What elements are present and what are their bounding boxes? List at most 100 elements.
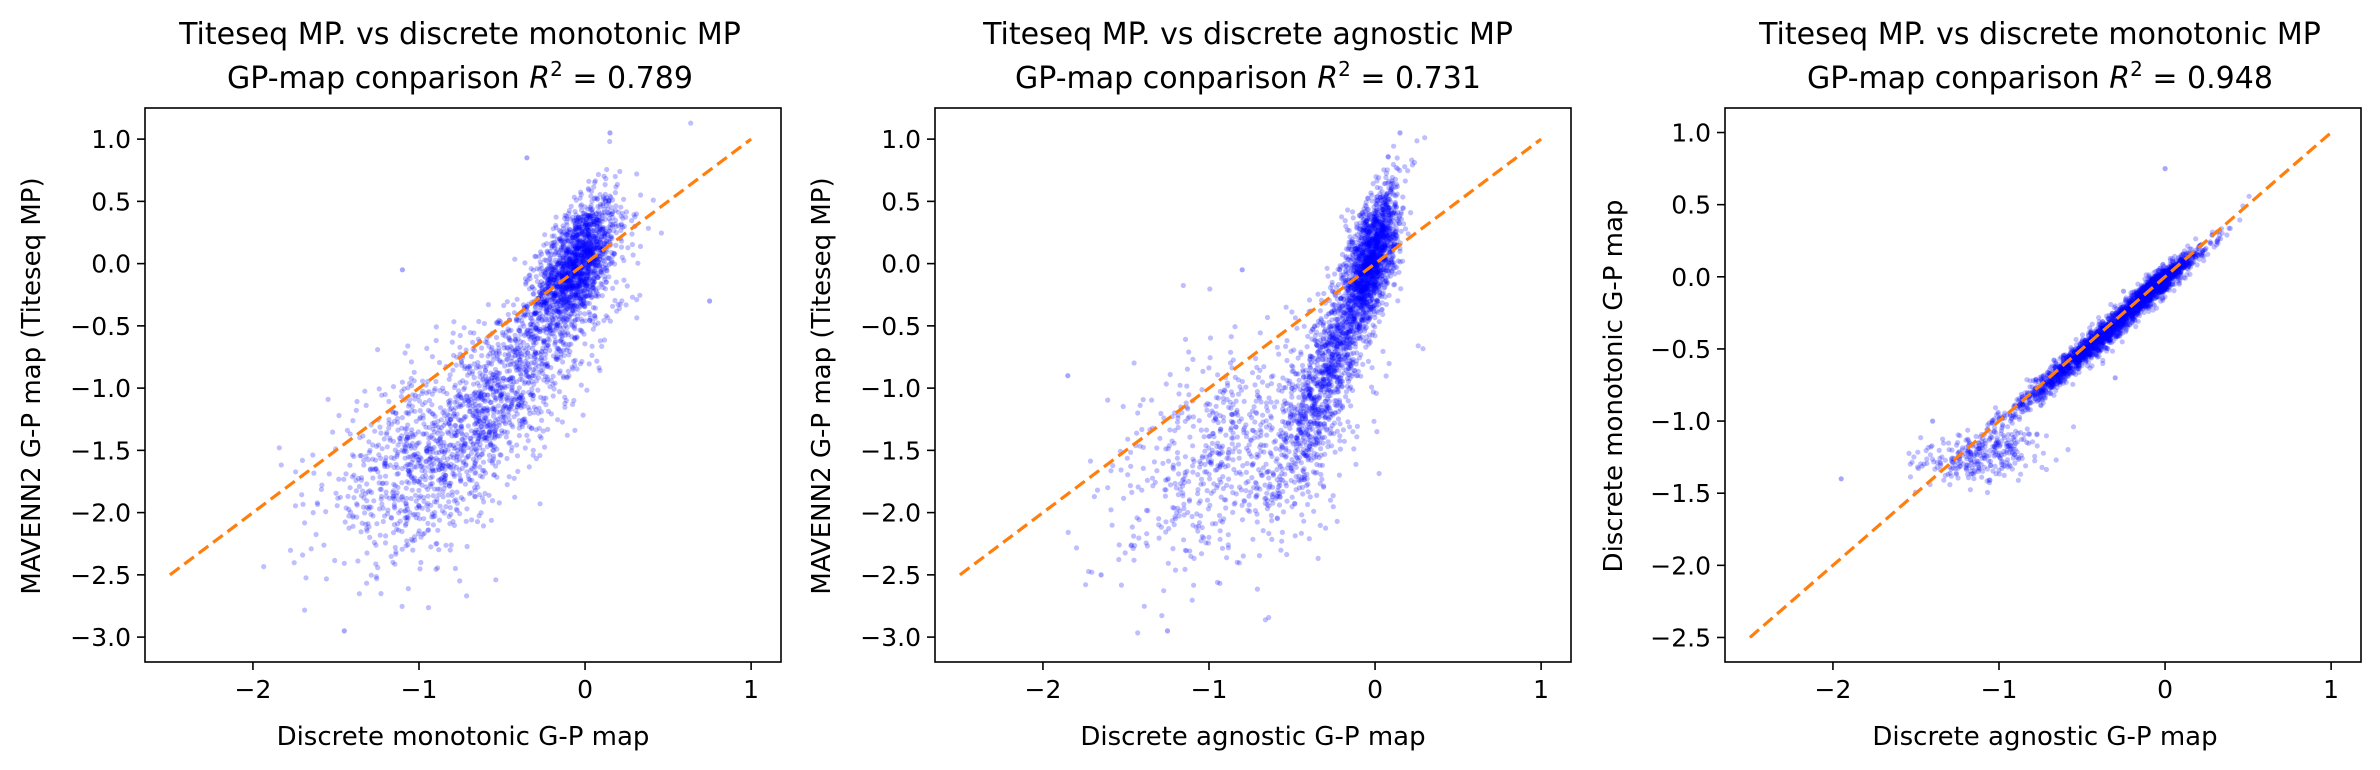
data-point (468, 490, 475, 496)
data-point (524, 342, 530, 348)
data-point (612, 190, 619, 196)
data-point (364, 580, 370, 586)
data-point (471, 375, 477, 381)
data-point (435, 457, 441, 463)
data-point (538, 368, 544, 374)
data-point (617, 168, 623, 175)
data-point (599, 293, 605, 299)
data-point (586, 227, 592, 233)
data-point (545, 426, 551, 432)
data-point (560, 254, 566, 260)
data-point (1343, 223, 1349, 229)
data-point (602, 234, 608, 240)
data-point (367, 447, 373, 453)
data-point (381, 436, 387, 442)
data-point (1391, 231, 1397, 237)
data-point (353, 407, 359, 413)
data-point (529, 284, 535, 290)
data-point (552, 327, 559, 333)
data-point (465, 423, 471, 429)
data-point (485, 302, 491, 308)
data-point (543, 326, 550, 332)
data-point (485, 392, 491, 398)
data-point (457, 578, 463, 584)
data-point (429, 432, 435, 438)
data-point (598, 261, 604, 267)
data-point (589, 269, 595, 275)
data-point (1405, 168, 1411, 174)
data-point (477, 464, 483, 470)
y-tick-label: −2.0 (70, 499, 131, 528)
data-point (602, 286, 609, 292)
data-point (583, 227, 589, 233)
data-point (490, 349, 496, 355)
data-point (392, 505, 398, 511)
data-point (420, 473, 426, 480)
data-point (342, 519, 348, 525)
data-point (612, 261, 618, 267)
data-point (590, 282, 596, 288)
data-point (420, 378, 426, 384)
data-point (569, 334, 575, 340)
data-point (1359, 235, 1365, 241)
data-point (579, 358, 585, 365)
data-point (406, 462, 412, 468)
data-point (302, 520, 308, 526)
data-point (479, 345, 485, 351)
data-point (409, 427, 415, 433)
data-point (383, 533, 389, 539)
data-point (575, 226, 581, 232)
data-point (405, 435, 411, 441)
data-point (513, 337, 519, 343)
data-point (474, 519, 481, 525)
data-point (483, 415, 489, 421)
data-point (547, 302, 554, 308)
data-point (514, 453, 521, 459)
data-point (464, 543, 470, 550)
data-point (429, 480, 435, 487)
data-point (562, 250, 568, 256)
data-point (581, 269, 587, 275)
data-point (330, 429, 336, 435)
data-point (549, 233, 555, 239)
data-point (613, 217, 619, 223)
data-point (572, 427, 578, 433)
data-point (332, 557, 338, 564)
data-point (361, 462, 367, 468)
data-point (573, 244, 579, 250)
data-point (463, 380, 469, 386)
data-point (434, 540, 440, 547)
data-point (558, 238, 564, 244)
data-point (420, 415, 426, 421)
data-point (599, 343, 605, 349)
data-point (448, 511, 454, 517)
data-point (563, 318, 570, 324)
data-point (575, 214, 582, 220)
data-point (448, 542, 454, 548)
data-point (594, 289, 600, 295)
outlier-point (341, 628, 347, 634)
data-point (542, 301, 549, 307)
data-point (464, 506, 470, 512)
data-point (512, 347, 518, 353)
data-point (417, 566, 423, 572)
data-point (590, 278, 596, 284)
data-point (492, 431, 498, 437)
data-point (584, 233, 590, 240)
data-point (308, 546, 314, 552)
data-point (409, 383, 415, 389)
data-point (375, 347, 381, 353)
data-point (576, 273, 582, 279)
data-point (485, 353, 491, 359)
data-point (522, 276, 529, 282)
data-point (531, 342, 537, 348)
data-point (567, 278, 573, 284)
data-point (399, 480, 405, 486)
data-point (411, 369, 417, 375)
data-point (537, 310, 543, 317)
data-point (1409, 157, 1415, 163)
data-point (596, 214, 602, 220)
data-point (315, 501, 321, 507)
data-point (394, 453, 400, 459)
data-point (597, 245, 603, 251)
